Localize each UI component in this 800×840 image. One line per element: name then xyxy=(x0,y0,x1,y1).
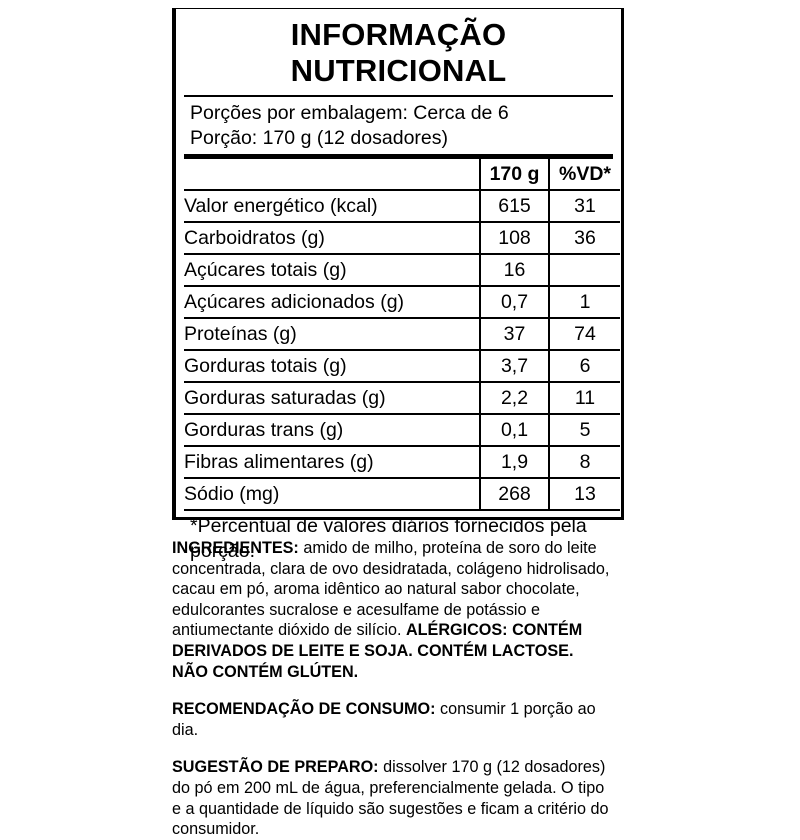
nutrient-amount: 37 xyxy=(479,318,549,351)
nutrient-name: Carboidratos (g) xyxy=(184,222,480,255)
nutrition-title-line-1: INFORMAÇÃO xyxy=(290,17,507,52)
table-row: Sódio (mg) 268 13 xyxy=(184,478,620,511)
nutrient-daily-value: 8 xyxy=(548,446,620,479)
divider-below-title xyxy=(184,95,613,97)
table-row: Fibras alimentares (g) 1,9 8 xyxy=(184,446,620,479)
nutrient-amount: 268 xyxy=(479,478,549,511)
ingredients-text: amido de milho, proteína de soro do leit… xyxy=(172,539,610,640)
table-header-row: 170 g %VD* xyxy=(184,159,620,191)
portion-size: Porção: 170 g (12 dosadores) xyxy=(190,127,448,149)
nutrient-name: Fibras alimentares (g) xyxy=(184,446,480,479)
nutrient-daily-value: 36 xyxy=(548,222,620,255)
table-row: Gorduras trans (g) 0,1 5 xyxy=(184,414,620,447)
table-row: Carboidratos (g) 108 36 xyxy=(184,222,620,255)
nutrient-amount: 2,2 xyxy=(479,382,549,415)
table-row: Valor energético (kcal) 615 31 xyxy=(184,190,620,223)
nutrient-name: Gorduras trans (g) xyxy=(184,414,480,447)
nutrient-amount: 615 xyxy=(479,190,549,223)
paragraph-spacer xyxy=(172,682,612,699)
recommendation-label: RECOMENDAÇÃO DE CONSUMO: xyxy=(172,700,436,719)
table-row: Açúcares totais (g) 16 xyxy=(184,254,620,287)
nutrient-name: Açúcares totais (g) xyxy=(184,254,480,287)
nutrient-name: Sódio (mg) xyxy=(184,478,480,511)
nutrient-amount: 0,1 xyxy=(479,414,549,447)
table-row: Proteínas (g) 37 74 xyxy=(184,318,620,351)
column-header-dv: %VD* xyxy=(548,159,620,191)
nutrient-name: Açúcares adicionados (g) xyxy=(184,286,480,319)
preparation-label: SUGESTÃO DE PREPARO: xyxy=(172,758,379,777)
nutrition-title-line-2: NUTRICIONAL xyxy=(290,53,507,88)
preparation-paragraph: SUGESTÃO DE PREPARO: dissolver 170 g (12… xyxy=(172,757,612,839)
nutrient-daily-value: 11 xyxy=(548,382,620,415)
nutrient-daily-value: 74 xyxy=(548,318,620,351)
nutrient-daily-value: 13 xyxy=(548,478,620,511)
recommendation-paragraph: RECOMENDAÇÃO DE CONSUMO: consumir 1 porç… xyxy=(172,699,612,740)
ingredients-label: INGREDIENTES: xyxy=(172,539,299,557)
serving-info-block: Porções por embalagem: Cerca de 6 Porção… xyxy=(176,97,621,154)
recommendation-text: consumir 1 porção ao dia. xyxy=(172,700,596,739)
nutrient-name: Gorduras totais (g) xyxy=(184,350,480,383)
table-row: Açúcares adicionados (g) 0,7 1 xyxy=(184,286,620,319)
nutrient-name: Valor energético (kcal) xyxy=(184,190,480,223)
allergen-warning: ALÉRGICOS: CONTÉM DERIVADOS DE LEITE E S… xyxy=(172,621,583,681)
nutrient-daily-value: 31 xyxy=(548,190,620,223)
column-header-nutrient xyxy=(184,159,480,191)
nutrient-amount: 16 xyxy=(479,254,549,287)
divider-above-table xyxy=(184,154,613,159)
ingredients-paragraph: INGREDIENTES: amido de milho, proteína d… xyxy=(172,538,612,682)
column-header-amount: 170 g xyxy=(479,159,549,191)
label-body-text: INGREDIENTES: amido de milho, proteína d… xyxy=(172,538,612,840)
nutrient-name: Proteínas (g) xyxy=(184,318,480,351)
nutrition-facts-panel: INFORMAÇÃO NUTRICIONAL Porções por embal… xyxy=(172,8,624,562)
nutrient-daily-value xyxy=(548,254,620,287)
nutrition-facts-table: 170 g %VD* Valor energético (kcal) 615 31 C… xyxy=(184,159,620,511)
paragraph-spacer xyxy=(172,740,612,757)
nutrient-amount: 108 xyxy=(479,222,549,255)
nutrient-daily-value: 1 xyxy=(548,286,620,319)
nutrition-title-block: INFORMAÇÃO NUTRICIONAL xyxy=(176,9,621,93)
servings-per-package: Porções por embalagem: Cerca de 6 xyxy=(190,102,509,124)
nutrient-amount: 3,7 xyxy=(479,350,549,383)
daily-value-footnote: *Percentual de valores diários fornecido… xyxy=(190,515,587,562)
nutrient-daily-value: 6 xyxy=(548,350,620,383)
nutrient-amount: 1,9 xyxy=(479,446,549,479)
nutrient-amount: 0,7 xyxy=(479,286,549,319)
nutrient-daily-value: 5 xyxy=(548,414,620,447)
table-row: Gorduras totais (g) 3,7 6 xyxy=(184,350,620,383)
table-row: Gorduras saturadas (g) 2,2 11 xyxy=(184,382,620,415)
nutrient-name: Gorduras saturadas (g) xyxy=(184,382,480,415)
